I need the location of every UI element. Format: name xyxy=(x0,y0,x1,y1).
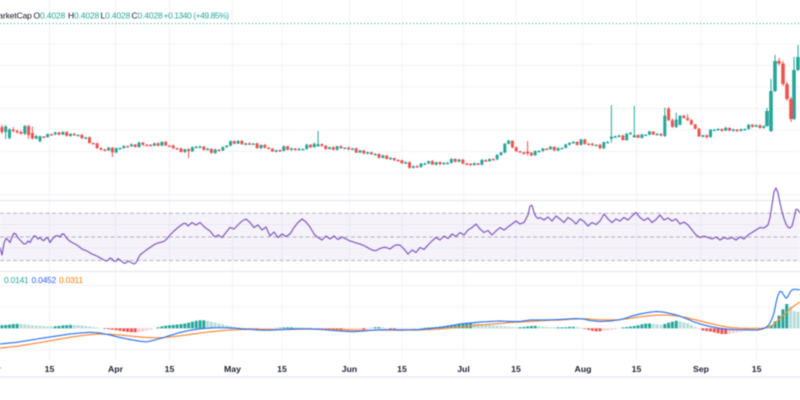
svg-text:May: May xyxy=(224,364,241,374)
svg-text:15: 15 xyxy=(511,364,521,374)
svg-text:Aug: Aug xyxy=(575,364,592,374)
svg-text:Jun: Jun xyxy=(342,364,357,374)
svg-text:15: 15 xyxy=(277,364,287,374)
svg-text:Apr: Apr xyxy=(108,364,124,374)
svg-text:Mar: Mar xyxy=(0,364,1,374)
svg-text:0.0141: 0.0141 xyxy=(4,275,29,285)
svg-text:0.0452: 0.0452 xyxy=(32,275,57,285)
svg-text:O0.4028: O0.4028 xyxy=(34,11,66,21)
svg-text:15: 15 xyxy=(165,364,175,374)
svg-text:L0.4028: L0.4028 xyxy=(101,11,131,21)
svg-text:15: 15 xyxy=(397,364,407,374)
svg-text:15: 15 xyxy=(752,364,762,374)
svg-text:0.0311: 0.0311 xyxy=(59,275,83,285)
svg-text:15: 15 xyxy=(45,364,55,374)
svg-text:C0.4028: C0.4028 xyxy=(132,11,164,21)
svg-text:H0.4028: H0.4028 xyxy=(68,11,100,21)
svg-text:Jul: Jul xyxy=(457,364,470,374)
svg-text:+0.1340 (+49.85%): +0.1340 (+49.85%) xyxy=(164,11,230,21)
svg-text:Sep: Sep xyxy=(693,364,709,374)
svg-text:15: 15 xyxy=(632,364,642,374)
svg-text:MarketCap: MarketCap xyxy=(0,11,32,21)
